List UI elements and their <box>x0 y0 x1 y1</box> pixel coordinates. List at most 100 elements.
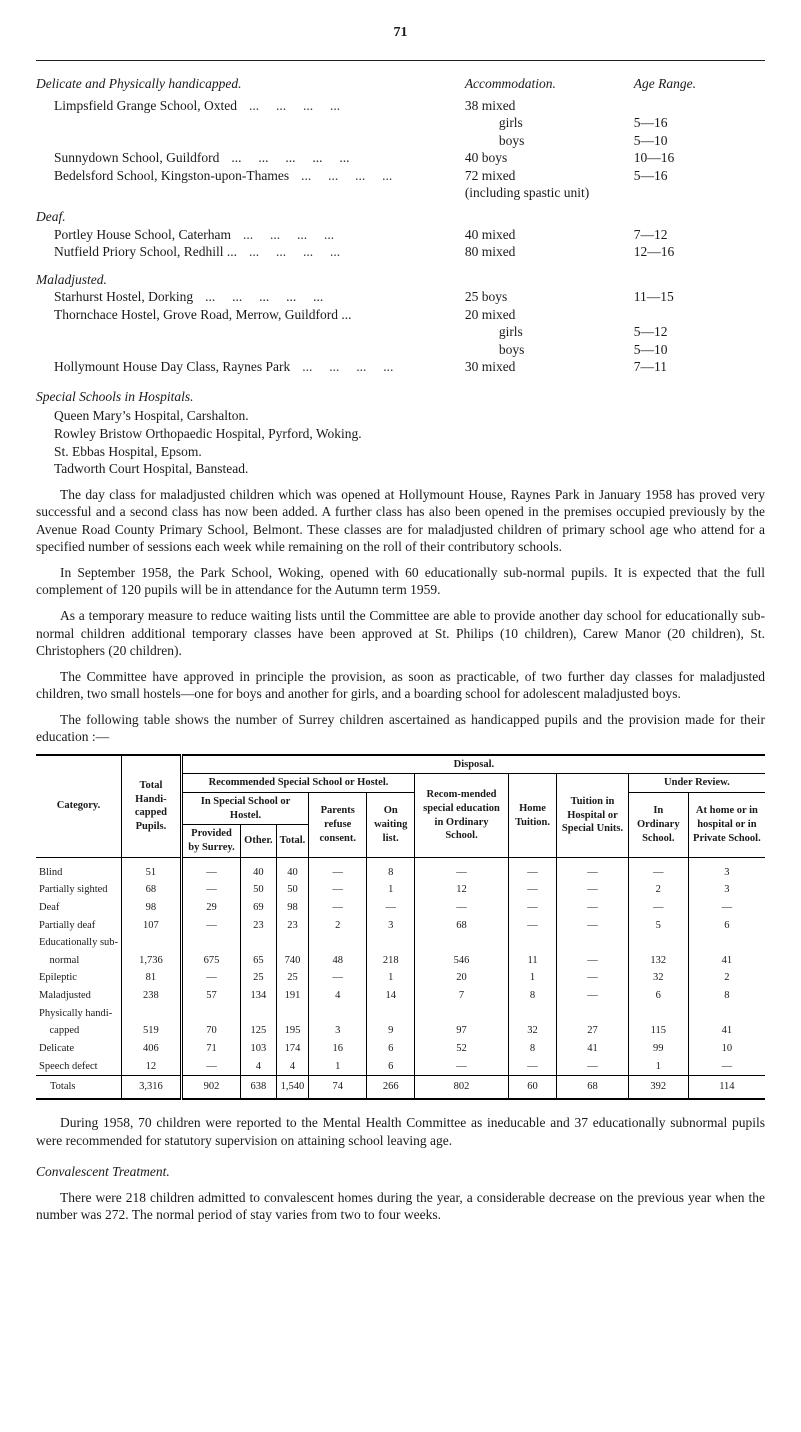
table-cell: 57 <box>181 987 240 1005</box>
table-cell: — <box>688 1058 765 1076</box>
table-cell: — <box>557 952 629 970</box>
table-cell <box>415 1005 509 1023</box>
totals-cell: 638 <box>241 1076 277 1099</box>
table-cell: 519 <box>122 1022 182 1040</box>
table-cell: 2 <box>688 969 765 987</box>
school-accom: 38 mixed <box>459 97 634 115</box>
th-parents: Parents refuse consent. <box>309 793 367 858</box>
row-label: capped <box>36 1022 122 1040</box>
age-range: 7—12 <box>634 226 765 244</box>
row-label: Blind <box>36 857 122 881</box>
accom-note: (including spastic unit) <box>459 184 634 202</box>
table-cell: 70 <box>181 1022 240 1040</box>
table-cell: — <box>508 857 556 881</box>
table-cell: — <box>508 917 556 935</box>
table-cell: 68 <box>415 917 509 935</box>
paragraph: The day class for maladjusted children w… <box>36 486 765 556</box>
paragraph: As a temporary measure to reduce waiting… <box>36 607 765 660</box>
sub-label: girls <box>459 114 634 132</box>
table-cell <box>508 934 556 952</box>
table-cell: 1 <box>367 881 415 899</box>
table-cell <box>181 1005 240 1023</box>
table-cell: 675 <box>181 952 240 970</box>
th-total: Total Handi-capped Pupils. <box>122 755 182 857</box>
table-row: Deaf98296998——————— <box>36 899 765 917</box>
table-cell: 115 <box>628 1022 688 1040</box>
school-accom: 20 mixed <box>459 306 634 324</box>
table-cell: 107 <box>122 917 182 935</box>
totals-cell: 1,540 <box>276 1076 309 1099</box>
row-label: Physically handi- <box>36 1005 122 1023</box>
table-cell: 51 <box>122 857 182 881</box>
table-cell: 23 <box>276 917 309 935</box>
age-range: 10—16 <box>634 149 765 167</box>
special-item: Queen Mary’s Hospital, Carshalton. <box>36 407 765 425</box>
table-cell: 1,736 <box>122 952 182 970</box>
school-name: Sunnydown School, Guildford <box>36 149 350 167</box>
table-cell: 4 <box>309 987 367 1005</box>
table-cell: 69 <box>241 899 277 917</box>
table-cell: 8 <box>508 987 556 1005</box>
table-cell: — <box>415 1058 509 1076</box>
table-row: normal1,736675657404821854611—13241 <box>36 952 765 970</box>
school-accom: 80 mixed <box>459 243 634 261</box>
table-cell <box>367 1005 415 1023</box>
table-cell <box>309 934 367 952</box>
table-cell: — <box>557 857 629 881</box>
malad-head: Maladjusted. <box>36 261 765 289</box>
totals-cell: 902 <box>181 1076 240 1099</box>
school-accom: 40 boys <box>459 149 634 167</box>
th-category: Category. <box>36 755 122 857</box>
table-cell: 4 <box>241 1058 277 1076</box>
row-label: Partially sighted <box>36 881 122 899</box>
table-cell: — <box>415 857 509 881</box>
table-cell: 99 <box>628 1040 688 1058</box>
table-cell: — <box>309 899 367 917</box>
totals-cell: 74 <box>309 1076 367 1099</box>
age-range: 5—16 <box>634 167 765 185</box>
row-label: Partially deaf <box>36 917 122 935</box>
th-other: Other. <box>241 825 277 857</box>
table-cell: 32 <box>628 969 688 987</box>
school-name: Portley House School, Caterham <box>36 226 334 244</box>
table-cell <box>241 1005 277 1023</box>
table-row: Epileptic81—2525—1201—322 <box>36 969 765 987</box>
table-cell <box>628 934 688 952</box>
head-col2: Accommodation. <box>459 75 634 97</box>
table-cell: — <box>367 899 415 917</box>
table-row: Physically handi- <box>36 1005 765 1023</box>
table-cell: — <box>309 881 367 899</box>
school-name: Nutfield Priory School, Redhill ... <box>36 243 340 261</box>
special-item: Rowley Bristow Orthopaedic Hospital, Pyr… <box>36 425 765 443</box>
table-row: Blind51—4040—8————3 <box>36 857 765 881</box>
table-cell: 3 <box>309 1022 367 1040</box>
totals-cell: 60 <box>508 1076 556 1099</box>
table-cell: 191 <box>276 987 309 1005</box>
age-range: 5—16 <box>634 114 765 132</box>
th-disposal: Disposal. <box>181 755 765 774</box>
special-item: St. Ebbas Hospital, Epsom. <box>36 443 765 461</box>
page-number: 71 <box>36 24 765 42</box>
row-label: Epileptic <box>36 969 122 987</box>
table-cell: 32 <box>508 1022 556 1040</box>
th-under: Under Review. <box>628 774 765 793</box>
table-cell: 25 <box>241 969 277 987</box>
table-row: Maladjusted2385713419141478—68 <box>36 987 765 1005</box>
table-cell: — <box>557 987 629 1005</box>
totals-cell: 114 <box>688 1076 765 1099</box>
th-provided: Provided by Surrey. <box>181 825 240 857</box>
totals-label: Totals <box>36 1076 122 1099</box>
table-cell: 29 <box>181 899 240 917</box>
table-cell: 1 <box>309 1058 367 1076</box>
table-cell <box>628 1005 688 1023</box>
th-recom: Recom-mended special education in Ordina… <box>415 774 509 857</box>
table-cell: 40 <box>276 857 309 881</box>
table-cell <box>557 1005 629 1023</box>
table-cell: 41 <box>688 1022 765 1040</box>
table-cell: 27 <box>557 1022 629 1040</box>
table-cell: 6 <box>628 987 688 1005</box>
totals-cell: 802 <box>415 1076 509 1099</box>
special-head: Special Schools in Hospitals. <box>36 388 765 406</box>
table-cell: — <box>181 881 240 899</box>
table-cell: 12 <box>415 881 509 899</box>
